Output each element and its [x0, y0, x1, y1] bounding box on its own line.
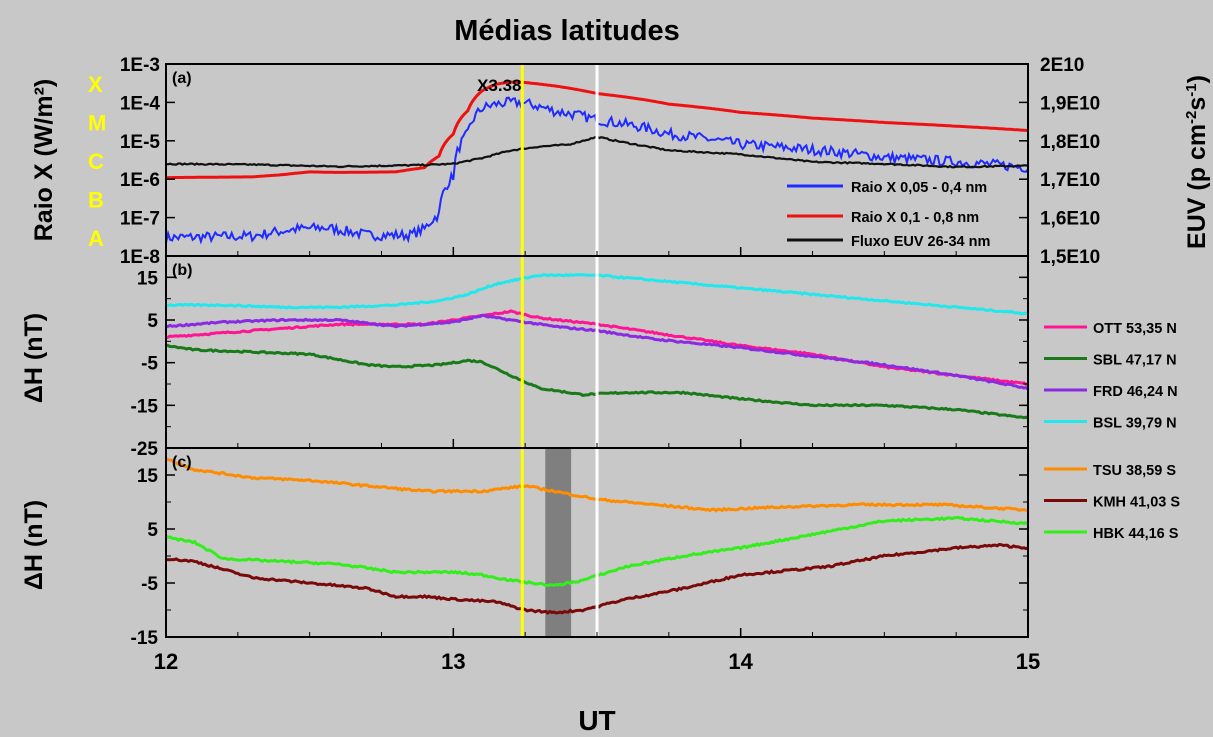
y-tick-label-right: 1,5E10 [1040, 247, 1100, 268]
legend-label: HBK 44,16 S [1093, 526, 1179, 542]
y-tick-label: 5 [147, 520, 158, 541]
y-tick-label-right: 1,7E10 [1040, 170, 1100, 191]
y-tick-label: -5 [141, 354, 158, 375]
chart-title: Médias latitudes [454, 15, 680, 47]
y-tick-label-right: 1,6E10 [1040, 209, 1100, 230]
legend-label: Raio X 0,05 - 0,4 nm [851, 180, 987, 196]
y-tick-label: 1E-4 [120, 93, 161, 114]
plot-area: 15 5 -5 -15 -25 OTT 53,35 N SBL 47,17 N FRD 46,… [88, 55, 1180, 674]
x-tick-label: 12 [154, 649, 178, 674]
legend-label: TSU 38,59 S [1093, 463, 1176, 479]
x-tick-label: 15 [1016, 649, 1040, 674]
y-tick-label: 1E-8 [120, 247, 160, 268]
y-tick-label-right: 2E10 [1040, 55, 1084, 76]
y-tick-label: 1E-7 [120, 209, 160, 230]
panel-label: (c) [172, 454, 192, 471]
shaded-interval [545, 448, 572, 637]
legend-label: Raio X 0,1 - 0,8 nm [851, 210, 979, 226]
flare-class-label: M [88, 111, 106, 136]
y-tick-label: 1E-6 [120, 170, 160, 191]
y-tick-label: 5 [147, 311, 158, 332]
y-tick-label: 1E-5 [120, 132, 161, 153]
x-tick-label: 13 [441, 649, 465, 674]
y-tick-label: -15 [131, 396, 159, 417]
panel-c-axis-label: ΔH (nT) [20, 500, 48, 590]
right-axis-label-part: s [1183, 97, 1211, 111]
panel-label: (b) [172, 262, 192, 279]
panel-label: (a) [172, 70, 192, 87]
flare-class-label: B [88, 187, 104, 212]
legend-label: BSL 39,79 N [1093, 416, 1177, 432]
flare-class-label: X [88, 72, 103, 97]
y-tick-label-right: 1,9E10 [1040, 93, 1100, 114]
x-tick-label: 14 [728, 649, 753, 674]
panel-b-axis-label: ΔH (nT) [20, 313, 48, 403]
legend-label: KMH 41,03 S [1093, 495, 1180, 511]
right-axis-label-part: ) [1183, 75, 1211, 83]
right-axis-label-superscript: -2 [1183, 111, 1200, 124]
y-tick-label: -5 [141, 574, 158, 595]
legend-label: OTT 53,35 N [1093, 321, 1177, 337]
x-axis-label: UT [578, 705, 615, 736]
y-tick-label: 15 [137, 268, 159, 289]
y-tick-label: -15 [131, 628, 159, 649]
y-tick-label-right: 1,8E10 [1040, 132, 1100, 153]
legend-label: FRD 46,24 N [1093, 384, 1178, 400]
right-axis-label-part: EUV (p cm [1183, 124, 1211, 249]
y-tick-label: 1E-3 [120, 55, 160, 76]
panel-a-left-axis-label: Raio X (W/m²) [30, 79, 58, 242]
legend-label: SBL 47,17 N [1093, 353, 1177, 369]
panel-a-right-axis-label: EUV (p cm-2s-1) [1183, 75, 1211, 249]
right-axis-label-superscript: -1 [1183, 83, 1200, 96]
flare-class-label: C [88, 149, 104, 174]
legend-label: Fluxo EUV 26-34 nm [851, 234, 990, 250]
y-tick-label: -25 [131, 439, 159, 460]
y-tick-label: 15 [137, 466, 159, 487]
flare-class-label: A [88, 226, 104, 251]
flare-annotation: X3.38 [477, 76, 521, 95]
